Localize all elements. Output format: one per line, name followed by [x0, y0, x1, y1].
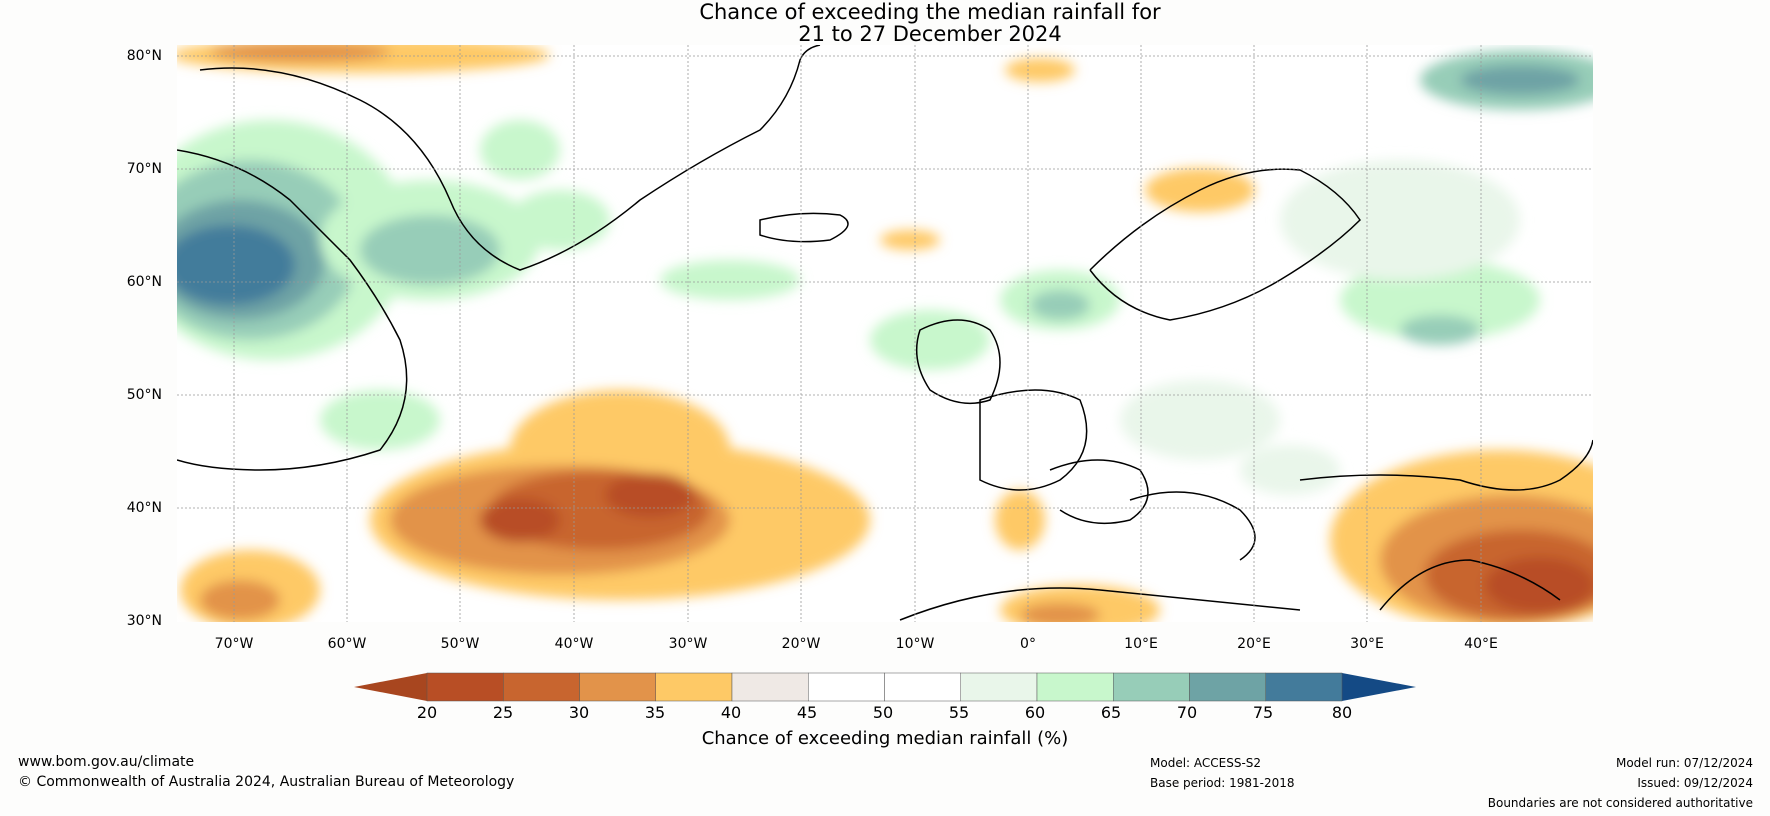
colorbar-segment — [579, 672, 656, 702]
colorbar-tick-60: 60 — [1024, 703, 1046, 722]
model-run-text: Model run: 07/12/2024 — [1615, 756, 1753, 770]
colorbar-high-arrow — [1342, 673, 1416, 701]
model-text: Model: ACCESS-S2 — [1150, 756, 1262, 770]
lat-label-70n: 70°N — [126, 161, 162, 177]
lon-label-0: 0° — [1020, 636, 1036, 652]
lon-label-60w: 60°W — [327, 636, 367, 652]
lon-label-20e: 20°E — [1237, 636, 1271, 652]
colorbar-tick-45: 45 — [796, 703, 818, 722]
colorbar-segment — [960, 672, 1038, 702]
colorbar-tick-70: 70 — [1176, 703, 1198, 722]
colorbar-tick-40: 40 — [720, 703, 742, 722]
colorbar-tick-50: 50 — [872, 703, 894, 722]
colorbar-label: Chance of exceeding median rainfall (%) — [701, 728, 1069, 749]
base-period-text: Base period: 1981-2018 — [1150, 776, 1295, 790]
lon-label-30w: 30°W — [668, 636, 708, 652]
colorbar-segment — [503, 672, 580, 702]
colorbar-tick-80: 80 — [1331, 703, 1353, 722]
colorbar-tick-55: 55 — [948, 703, 970, 722]
copyright-text: © Commonwealth of Australia 2024, Austra… — [18, 774, 515, 790]
colorbar-tick-20: 20 — [416, 703, 438, 722]
colorbar-tick-25: 25 — [492, 703, 514, 722]
lon-label-50w: 50°W — [440, 636, 480, 652]
colorbar-tick-35: 35 — [644, 703, 666, 722]
coastlines — [177, 45, 1593, 621]
colorbar-segment — [884, 672, 961, 702]
colorbar-segment — [1265, 672, 1343, 702]
lat-label-60n: 60°N — [126, 274, 162, 290]
colorbar-segment — [808, 672, 885, 702]
colorbar-segment — [731, 672, 809, 702]
colorbar-tick-75: 75 — [1252, 703, 1274, 722]
colorbar-tick-65: 65 — [1100, 703, 1122, 722]
colorbar-segment — [655, 672, 733, 702]
lon-label-40e: 40°E — [1464, 636, 1498, 652]
colorbar-segment — [1113, 672, 1190, 702]
lon-label-10e: 10°E — [1124, 636, 1158, 652]
lon-label-10w: 10°W — [895, 636, 935, 652]
disclaimer-text: Boundaries are not considered authoritat… — [1487, 796, 1753, 810]
lat-label-80n: 80°N — [126, 48, 162, 64]
colorbar-segment — [1036, 672, 1114, 702]
rainfall-probability-field — [177, 45, 1593, 622]
colorbar-tick-30: 30 — [568, 703, 590, 722]
colorbar-segment — [426, 672, 504, 702]
lon-label-40w: 40°W — [554, 636, 594, 652]
graticule — [177, 45, 1593, 622]
map-title-line2: 21 to 27 December 2024 — [798, 22, 1062, 46]
colorbar-segment — [1189, 672, 1266, 702]
map-title-line1: Chance of exceeding the median rainfall … — [699, 0, 1161, 24]
colorbar — [354, 672, 1416, 702]
colorbar-low-arrow — [354, 673, 427, 701]
website-link[interactable]: www.bom.gov.au/climate — [18, 754, 195, 770]
lat-label-30n: 30°N — [126, 613, 162, 629]
lon-label-20w: 20°W — [781, 636, 821, 652]
lon-label-70w: 70°W — [214, 636, 254, 652]
lat-label-50n: 50°N — [126, 387, 162, 403]
lon-label-30e: 30°E — [1350, 636, 1384, 652]
issued-text: Issued: 09/12/2024 — [1637, 776, 1753, 790]
lat-label-40n: 40°N — [126, 500, 162, 516]
